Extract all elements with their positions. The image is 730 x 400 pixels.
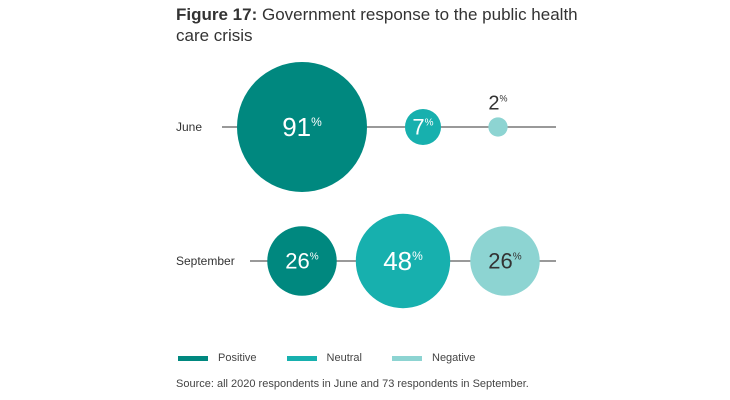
legend-item-negative: Negative xyxy=(392,352,475,364)
bubble-june-positive xyxy=(237,62,367,192)
bubble-september-neutral xyxy=(355,213,451,309)
legend-item-neutral: Neutral xyxy=(286,352,362,364)
row-label-june: June xyxy=(176,120,202,134)
data-label-september-positive: 26% xyxy=(285,249,318,274)
bubble-june-neutral xyxy=(404,108,442,146)
data-label-june-positive: 91% xyxy=(282,112,322,142)
bubble-september-negative xyxy=(470,226,540,296)
row-label-september: September xyxy=(176,254,235,268)
data-label-september-neutral: 48% xyxy=(383,246,423,276)
legend-swatch-negative xyxy=(392,355,422,361)
chart-title: Figure 17: Government response to the pu… xyxy=(176,4,596,46)
figure-number: Figure 17: xyxy=(176,5,258,24)
bubble-september-positive xyxy=(267,226,337,296)
source-note: Source: all 2020 respondents in June and… xyxy=(176,378,529,390)
legend-swatch-positive xyxy=(178,355,208,361)
data-label-june-neutral: 7% xyxy=(412,115,433,140)
legend: Positive Neutral Negative xyxy=(178,352,505,364)
data-label-june-negative: 2% xyxy=(488,92,507,114)
legend-label-negative: Negative xyxy=(432,352,476,364)
legend-label-neutral: Neutral xyxy=(326,352,362,364)
bubble-june-negative xyxy=(488,117,508,137)
legend-item-positive: Positive xyxy=(178,352,257,364)
legend-swatch-neutral xyxy=(286,355,317,361)
legend-label-positive: Positive xyxy=(218,352,257,364)
data-label-september-negative: 26% xyxy=(488,249,521,274)
title-text: Government response to the public health… xyxy=(176,5,578,45)
